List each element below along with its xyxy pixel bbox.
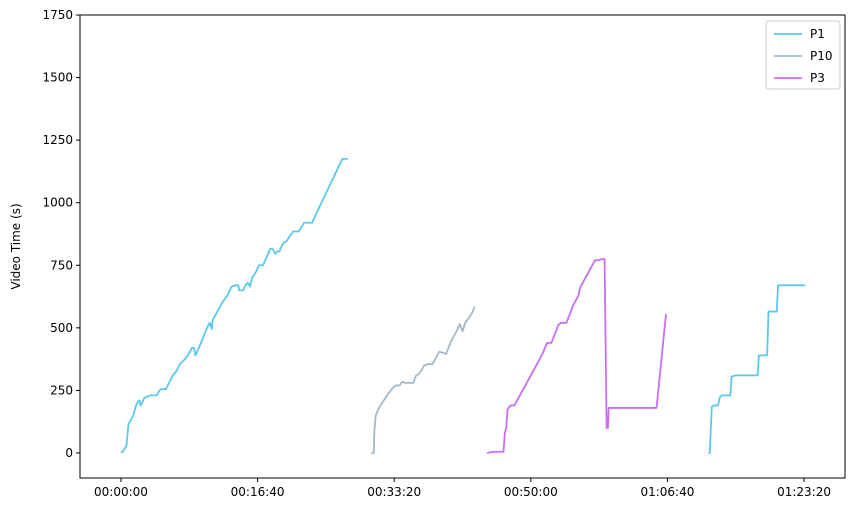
y-tick-label: 1750 (42, 8, 73, 22)
y-tick-label: 0 (65, 446, 73, 460)
y-axis: 0 250 500 750 1000 1250 1500 1750 (42, 8, 80, 460)
legend-label-p10: P10 (810, 49, 833, 63)
y-tick-label: 1500 (42, 71, 73, 85)
plot-frame (79, 14, 846, 479)
x-tick-label: 00:50:00 (504, 485, 558, 499)
x-tick-label: 00:33:20 (367, 485, 421, 499)
y-tick-label: 1000 (42, 196, 73, 210)
x-axis: 00:00:00 00:16:40 00:33:20 00:50:00 01:06:40… (94, 478, 831, 499)
series-layer (120, 158, 806, 454)
x-tick-label: 00:16:40 (231, 485, 285, 499)
series-line-p1-segment-2 (708, 284, 806, 454)
series-line-p10-segment-1 (370, 306, 476, 454)
series-line-p3-segment-1 (486, 258, 667, 454)
x-tick-label: 01:23:20 (777, 485, 831, 499)
legend-label-p3: P3 (810, 71, 825, 85)
x-tick-label: 00:00:00 (94, 485, 148, 499)
series-line-p1-segment-1 (120, 158, 348, 454)
y-tick-label: 750 (50, 258, 73, 272)
legend: P1 P10 P3 (765, 20, 841, 90)
y-tick-label: 250 (50, 383, 73, 397)
legend-box (765, 20, 841, 90)
y-tick-label: 500 (50, 321, 73, 335)
y-tick-label: 1250 (42, 133, 73, 147)
y-axis-title: Video Time (s) (9, 203, 23, 289)
legend-label-p1: P1 (810, 27, 825, 41)
x-tick-label: 01:06:40 (640, 485, 694, 499)
